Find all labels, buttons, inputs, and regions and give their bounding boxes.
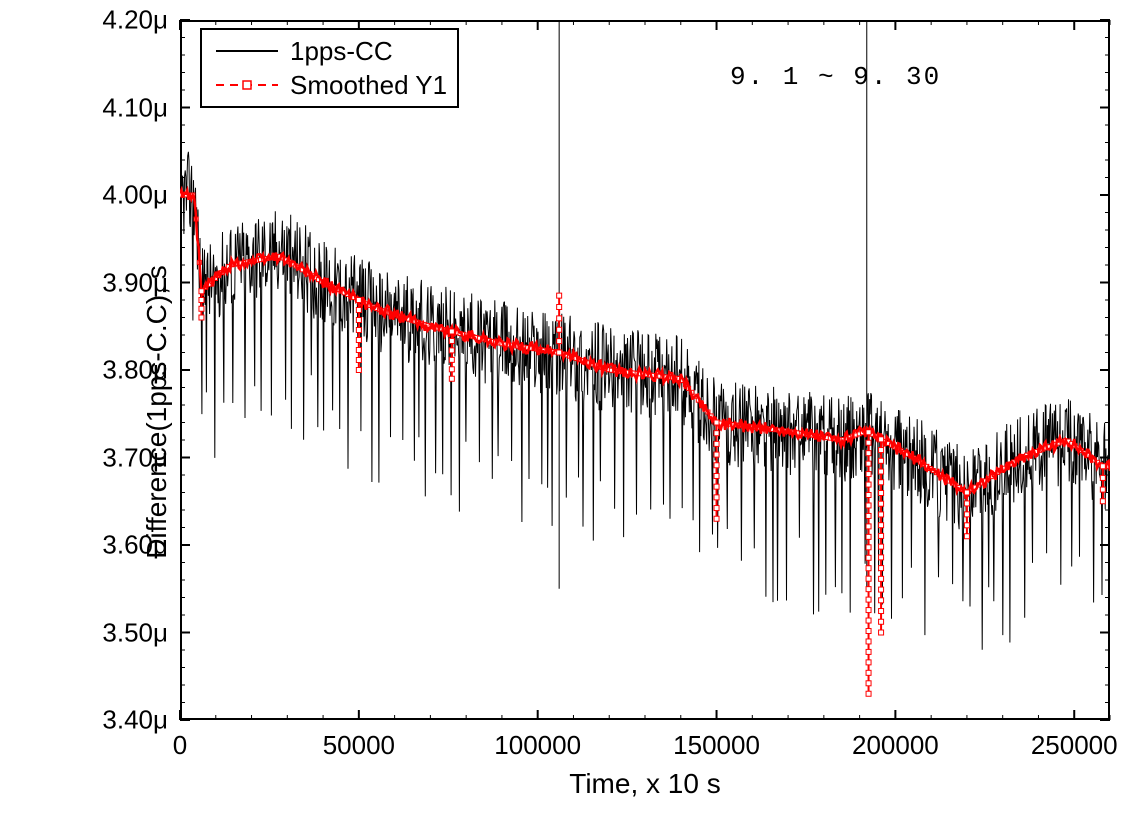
x-tick-label: 200000 [852, 730, 939, 761]
x-tick-label: 250000 [1031, 730, 1118, 761]
y-tick-label: 3.80μ [0, 355, 168, 386]
legend-label: Smoothed Y1 [290, 70, 447, 101]
legend-label: 1pps-CC [290, 36, 393, 67]
y-tick-label: 3.40μ [0, 705, 168, 736]
date-range-annotation: 9. 1 ~ 9. 30 [730, 62, 941, 92]
y-tick-label: 4.20μ [0, 5, 168, 36]
chart-svg [0, 0, 1147, 824]
x-tick-label: 0 [173, 730, 187, 761]
y-tick-label: 4.10μ [0, 92, 168, 123]
y-tick-label: 3.50μ [0, 617, 168, 648]
y-tick-label: 4.00μ [0, 180, 168, 211]
x-tick-label: 150000 [673, 730, 760, 761]
x-tick-label: 100000 [494, 730, 581, 761]
legend-item: 1pps-CC [212, 34, 447, 68]
x-axis-label: Time, x 10 s [180, 768, 1110, 800]
legend-item: Smoothed Y1 [212, 68, 447, 102]
legend-swatch [212, 70, 282, 100]
y-tick-label: 3.70μ [0, 442, 168, 473]
y-tick-label: 3.60μ [0, 530, 168, 561]
figure: Difference(1pps-C.C), s 3.40μ3.50μ3.60μ3… [0, 0, 1147, 824]
legend: 1pps-CCSmoothed Y1 [200, 28, 459, 108]
legend-swatch [212, 36, 282, 66]
y-tick-label: 3.90μ [0, 267, 168, 298]
x-tick-label: 50000 [323, 730, 395, 761]
